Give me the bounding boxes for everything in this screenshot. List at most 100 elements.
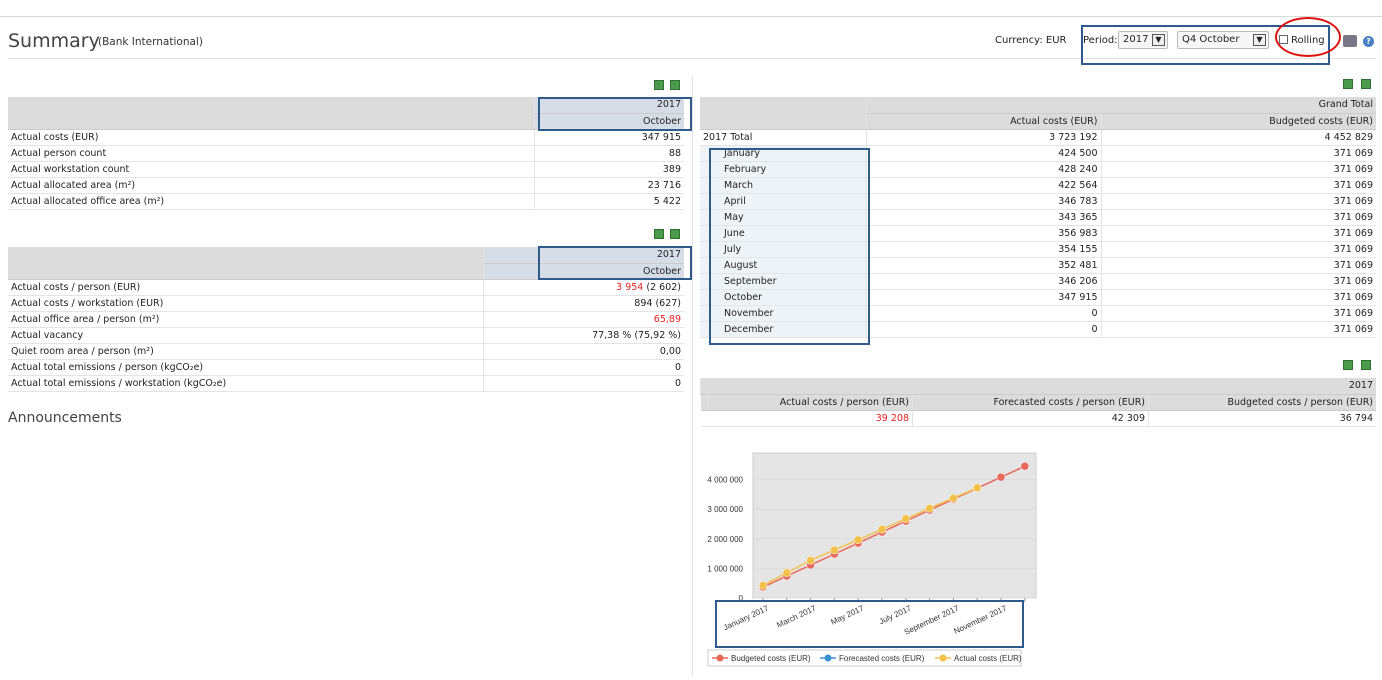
table-row: Actual person count 88 (8, 145, 684, 162)
table-row: May 343 365 371 069 (700, 209, 1376, 226)
cell-value: 371 069 (1100, 193, 1376, 210)
cell-value: 0,00 (482, 343, 684, 360)
y-tick-label: 0 (739, 594, 744, 603)
year-select[interactable]: 2017 ▼ (1118, 31, 1168, 49)
cell-value: 356 983 (865, 225, 1101, 242)
excel-export-icon[interactable] (670, 80, 680, 90)
header-divider (8, 58, 1376, 59)
cell-value: 88 (533, 145, 684, 162)
monthly-costs-table: Grand Total Actual costs (EUR) Budgeted c… (700, 97, 1376, 338)
row-label: Actual costs (EUR) (8, 129, 534, 146)
cell-value: 0 (865, 305, 1101, 322)
cumulative-costs-chart: 0 1 000 000 2 000 000 3 000 000 4 000 000 Jan… (707, 452, 1037, 667)
excel-export-icon[interactable] (1361, 360, 1371, 370)
x-tick-label: July 2017 (878, 603, 913, 626)
cell-value: 354 155 (865, 241, 1101, 258)
row-label: August (700, 257, 866, 274)
table-row: March 422 564 371 069 (700, 177, 1376, 194)
actual-per-person-value: 39 208 (700, 410, 913, 427)
column-divider (692, 76, 693, 676)
x-tick-label: May 2017 (829, 603, 865, 626)
table-row: Actual total emissions / workstation (kg… (8, 375, 684, 392)
data-point (972, 483, 982, 493)
excel-export-icon[interactable] (1343, 79, 1353, 89)
data-point (758, 581, 768, 590)
row-label: October (700, 289, 866, 306)
excel-export-icon[interactable] (1361, 79, 1371, 89)
table-row: Actual workstation count 389 (8, 161, 684, 178)
row-label: May (700, 209, 866, 226)
excel-export-icon[interactable] (654, 229, 664, 239)
cell-value: 389 (533, 161, 684, 178)
data-point (782, 568, 792, 578)
x-tick-label: November 2017 (952, 603, 1008, 635)
actual-per-person-header: Actual costs / person (EUR) (708, 394, 913, 411)
table-row: Actual costs / workstation (EUR) 894 (627… (8, 295, 684, 312)
value: 0 (674, 361, 681, 373)
data-point (806, 556, 815, 565)
warning-value: 65,89 (653, 313, 681, 325)
table-row: July 354 155 371 069 (700, 241, 1376, 258)
year-header: 2017 (533, 97, 684, 114)
cell-value: 77,38 % (75,92 %) (482, 327, 684, 344)
table-row: September 346 206 371 069 (700, 273, 1376, 290)
table-row: January 424 500 371 069 (700, 145, 1376, 162)
header-blank (8, 97, 534, 130)
cell-value: 4 452 829 (1100, 129, 1376, 146)
row-label: Actual costs / person (EUR) (8, 279, 483, 296)
month-select[interactable]: Q4 October ▼ (1177, 31, 1269, 49)
table-row: Actual costs (EUR) 347 915 (8, 129, 684, 146)
y-tick-label: 4 000 000 (707, 476, 743, 485)
cell-value: 0 (482, 359, 684, 376)
row-label: July (700, 241, 866, 258)
row-label: Actual total emissions / person (kgCO₂e) (8, 359, 483, 376)
data-point (877, 525, 887, 534)
x-tick-label: March 2017 (775, 603, 818, 629)
cost-per-person-table: 2017 Actual costs / person (EUR) Forecast… (700, 378, 1376, 427)
cell-value: 65,89 (482, 311, 684, 328)
row-label: September (700, 273, 866, 290)
table-row: June 356 983 371 069 (700, 225, 1376, 242)
help-icon[interactable]: ? (1363, 36, 1374, 47)
data-point (949, 493, 958, 503)
excel-export-icon[interactable] (1343, 360, 1353, 370)
table-row: December 0 371 069 (700, 321, 1376, 338)
data-point (1020, 461, 1030, 471)
actual-costs-header: Actual costs (EUR) (865, 113, 1101, 130)
table-row: Actual allocated office area (m²) 5 422 (8, 193, 684, 210)
year-header: 2017 (482, 247, 684, 264)
plot-area (752, 452, 1037, 599)
cell-value: 371 069 (1100, 257, 1376, 274)
excel-export-icon[interactable] (670, 229, 680, 239)
period-label: Period: (1083, 35, 1118, 46)
cell-value: 347 915 (533, 129, 684, 146)
cell-value: 0 (865, 321, 1101, 338)
top-border (0, 16, 1382, 17)
table-row: Actual costs / person (EUR) 3 954 (2 602) (8, 279, 684, 296)
cell-value: 3 954 (2 602) (482, 279, 684, 296)
row-label: Actual person count (8, 145, 534, 162)
print-icon[interactable] (1343, 35, 1357, 47)
announcements-heading: Announcements (8, 410, 122, 426)
row-label: Actual total emissions / workstation (kg… (8, 375, 483, 392)
cell-value: 352 481 (865, 257, 1101, 274)
highlight-ellipse (1275, 17, 1341, 57)
year-header: 2017 (700, 378, 1376, 395)
table-row: Actual vacancy 77,38 % (75,92 %) (8, 327, 684, 344)
series-line (762, 487, 978, 587)
cell-value: 371 069 (1100, 241, 1376, 258)
row-label: Actual workstation count (8, 161, 534, 178)
y-tick-label: 3 000 000 (707, 505, 743, 514)
table-row: Actual office area / person (m²) 65,89 (8, 311, 684, 328)
cell-value: 422 564 (865, 177, 1101, 194)
header-blank (700, 97, 866, 130)
ratio-table: 2017 October Actual costs / person (EUR)… (8, 247, 684, 392)
cell-value: 371 069 (1100, 273, 1376, 290)
row-label: Quiet room area / person (m²) (8, 343, 483, 360)
excel-export-icon[interactable] (654, 80, 664, 90)
row-label: Actual allocated area (m²) (8, 177, 534, 194)
cell-value: 346 206 (865, 273, 1101, 290)
cell-value: 346 783 (865, 193, 1101, 210)
header-blank (700, 394, 709, 411)
budget-per-person-value: 36 794 (1148, 410, 1376, 427)
